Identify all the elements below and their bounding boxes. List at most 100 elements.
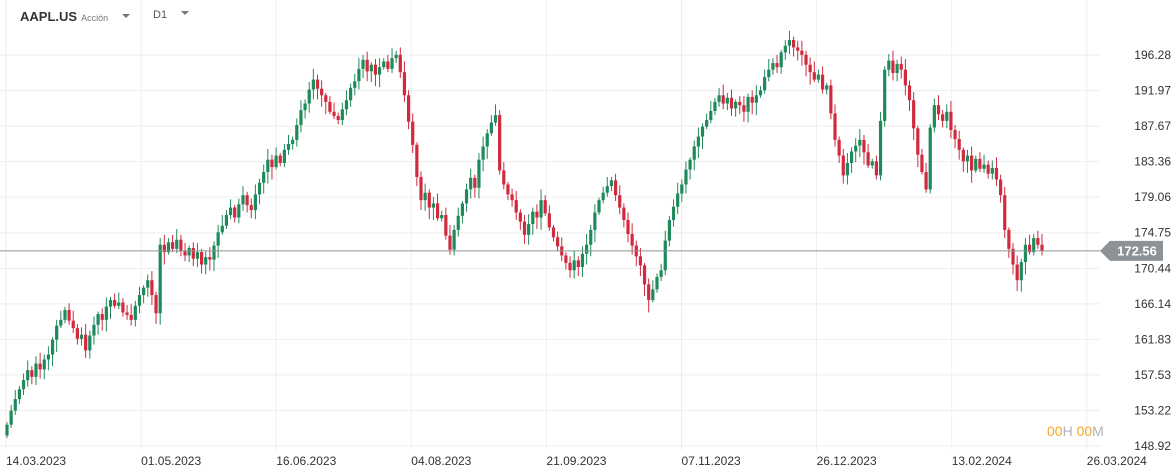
candle-body [953, 129, 957, 140]
candle-up [216, 224, 220, 258]
candle-down [498, 110, 502, 175]
candle-body [378, 67, 382, 75]
candle-down [233, 205, 237, 223]
x-tick-label: 04.08.2023 [411, 454, 471, 468]
candle-up [291, 136, 295, 150]
candle-up [257, 178, 262, 205]
candle-body [999, 179, 1003, 196]
candle-down [1011, 243, 1015, 275]
candle-body [204, 257, 208, 265]
candle-up [299, 100, 303, 133]
candle-body [572, 260, 576, 271]
candle-down [398, 47, 402, 78]
candle-up [378, 58, 382, 88]
candle-body [369, 64, 373, 72]
candle-body [150, 280, 154, 296]
candle-down [1027, 234, 1032, 255]
candle-up [349, 83, 353, 107]
candle-down [808, 57, 812, 85]
candle-down [638, 248, 643, 277]
candle-body [13, 399, 17, 411]
candle-down [522, 214, 527, 244]
candle-up [887, 54, 891, 77]
candle-body [303, 103, 307, 111]
candle-down [994, 157, 999, 187]
candle-down [199, 248, 204, 274]
candle-down [957, 130, 961, 160]
candle-body [456, 215, 460, 230]
candle-up [709, 101, 713, 124]
candle-body [556, 237, 560, 247]
candle-body [282, 149, 286, 163]
y-tick-label: 174.75 [1134, 226, 1171, 240]
candle-body [941, 114, 945, 121]
candle-up [104, 297, 108, 332]
candle-body [593, 212, 597, 230]
candle-down [100, 308, 104, 331]
candle-up [13, 390, 17, 415]
candle-body [46, 354, 50, 360]
candle-down [125, 304, 129, 320]
candle-body [626, 219, 630, 234]
candle-body [361, 59, 365, 69]
candle-up [928, 124, 932, 194]
candle-up [754, 85, 758, 116]
candle-body [270, 159, 274, 168]
candle-up [725, 92, 729, 111]
x-tick-label: 26.12.2023 [817, 454, 877, 468]
candle-down [626, 212, 630, 243]
candle-down [729, 89, 734, 116]
candle-up [878, 111, 883, 181]
candle-body [253, 194, 257, 211]
candle-up [671, 199, 676, 227]
candle-up [228, 199, 233, 220]
candle-body [125, 312, 129, 315]
candle-body [171, 242, 175, 249]
candle-up [539, 189, 543, 230]
candle-body [870, 161, 874, 166]
candle-body [899, 63, 903, 70]
candle-up [5, 422, 9, 438]
candle-body [758, 90, 763, 96]
candle-body [373, 64, 378, 75]
candle-body [829, 85, 833, 114]
candle-down [183, 243, 187, 262]
candle-body [792, 39, 796, 48]
candle-body [92, 324, 96, 336]
candle-up [580, 246, 585, 277]
candle-body [651, 289, 655, 301]
x-tick-label: 14.03.2023 [6, 454, 66, 468]
candle-up [241, 186, 245, 211]
x-tick-label: 26.03.2024 [1087, 454, 1147, 468]
candle-up [758, 86, 763, 98]
candle-up [493, 104, 498, 126]
candle-body [982, 164, 986, 169]
candle-up [357, 58, 361, 90]
candle-body [427, 192, 431, 208]
candle-up [440, 210, 444, 222]
symbol-selector[interactable]: AAPL.US Acción [20, 9, 131, 24]
candle-body [684, 169, 688, 185]
y-tick-label: 196.28 [1134, 48, 1171, 62]
candle-body [382, 61, 386, 68]
candle-body [183, 251, 187, 256]
candle-down [315, 74, 320, 100]
candle-up [55, 319, 59, 353]
candle-up [659, 263, 663, 282]
candle-body [734, 101, 738, 109]
candle-up [667, 215, 671, 247]
candle-body [1011, 248, 1015, 265]
candle-down [435, 193, 440, 221]
candle-body [928, 127, 932, 190]
candle-body [974, 158, 978, 171]
candle-body [907, 85, 912, 101]
candle-down [796, 40, 800, 61]
candle-up [224, 210, 229, 230]
candle-body [551, 227, 556, 238]
timeframe-selector[interactable]: D1 [153, 9, 190, 21]
candle-body [104, 306, 108, 320]
candle-up [266, 148, 270, 184]
candle-body [949, 111, 953, 130]
candle-body [986, 164, 990, 174]
